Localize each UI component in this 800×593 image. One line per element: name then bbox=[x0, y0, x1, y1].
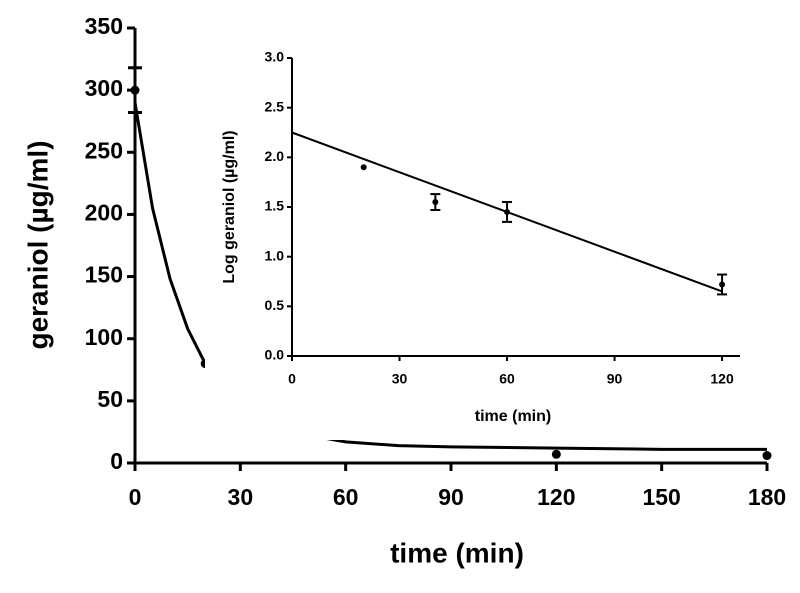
x-tick-label: 30 bbox=[392, 371, 408, 387]
data-point bbox=[551, 449, 561, 459]
x-tick-label: 60 bbox=[333, 484, 359, 510]
y-tick-label: 2.0 bbox=[265, 148, 285, 164]
x-tick-label: 180 bbox=[748, 484, 786, 510]
x-tick-label: 120 bbox=[710, 371, 734, 387]
y-tick-label: 200 bbox=[85, 200, 123, 226]
y-tick-label: 3.0 bbox=[265, 49, 285, 65]
y-tick-label: 1.0 bbox=[265, 247, 285, 263]
x-tick-label: 60 bbox=[499, 371, 515, 387]
x-tick-label: 120 bbox=[537, 484, 575, 510]
data-point bbox=[762, 451, 772, 461]
fit-line bbox=[291, 131, 723, 293]
data-point bbox=[130, 85, 140, 95]
x-axis-label: time (min) bbox=[390, 537, 524, 568]
x-tick-label: 90 bbox=[607, 371, 623, 387]
y-tick-label: 2.5 bbox=[265, 98, 285, 114]
x-tick-label: 150 bbox=[642, 484, 680, 510]
data-point bbox=[360, 164, 367, 171]
y-tick-label: 1.5 bbox=[265, 198, 285, 214]
y-tick-label: 0 bbox=[110, 448, 123, 474]
y-axis-label: geraniol (µg/ml) bbox=[22, 140, 53, 349]
y-tick-label: 0.5 bbox=[265, 297, 285, 313]
x-axis-label: time (min) bbox=[475, 408, 551, 425]
y-tick-label: 100 bbox=[85, 324, 123, 350]
y-tick-label: 0.0 bbox=[265, 347, 285, 363]
y-tick-label: 150 bbox=[85, 262, 123, 288]
y-tick-label: 350 bbox=[85, 13, 123, 39]
inset-chart: 0.0 0.5 1.0 1.5 2.0 2.5 3.0 0 30 60 90 120 time (min… bbox=[221, 49, 740, 425]
y-axis-label: Log geraniol (µg/ml) bbox=[221, 130, 238, 283]
x-tick-label: 0 bbox=[288, 371, 296, 387]
x-tick-label: 90 bbox=[438, 484, 464, 510]
y-tick-label: 50 bbox=[97, 386, 123, 412]
data-point bbox=[719, 281, 726, 288]
y-tick-label: 300 bbox=[85, 75, 123, 101]
x-tick-label: 0 bbox=[129, 484, 142, 510]
x-tick-label: 30 bbox=[228, 484, 254, 510]
y-tick-label: 250 bbox=[85, 137, 123, 163]
inset-background bbox=[205, 40, 765, 440]
data-point bbox=[432, 199, 439, 206]
